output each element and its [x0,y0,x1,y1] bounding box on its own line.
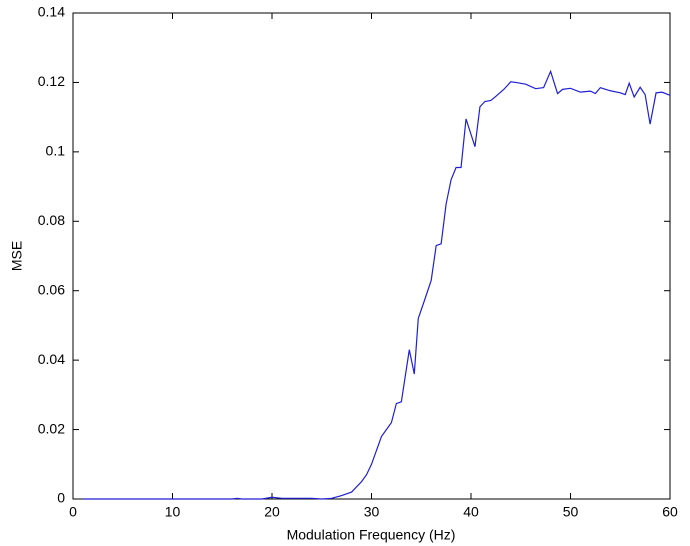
data-line [82,69,671,500]
y-tick-label: 0.14 [38,4,65,20]
x-tick-label: 60 [662,504,678,520]
y-tick-label: 0.1 [46,143,66,159]
x-tick-label: 0 [69,504,77,520]
y-tick-label: 0 [57,490,65,506]
x-tick-label: 30 [364,504,380,520]
x-axis-label: Modulation Frequency (Hz) [287,527,456,543]
y-tick-label: 0.08 [38,212,65,228]
y-tick-label: 0.06 [38,281,65,297]
y-tick-label: 0.04 [38,351,65,367]
y-tick-label: 0.12 [38,73,65,89]
plot-area [72,12,671,500]
x-tick-label: 20 [264,504,280,520]
y-tick-label: 0.02 [38,420,65,436]
x-tick-label: 10 [165,504,181,520]
x-tick-label: 50 [563,504,579,520]
y-axis-label: MSE [9,241,25,271]
x-tick-label: 40 [463,504,479,520]
